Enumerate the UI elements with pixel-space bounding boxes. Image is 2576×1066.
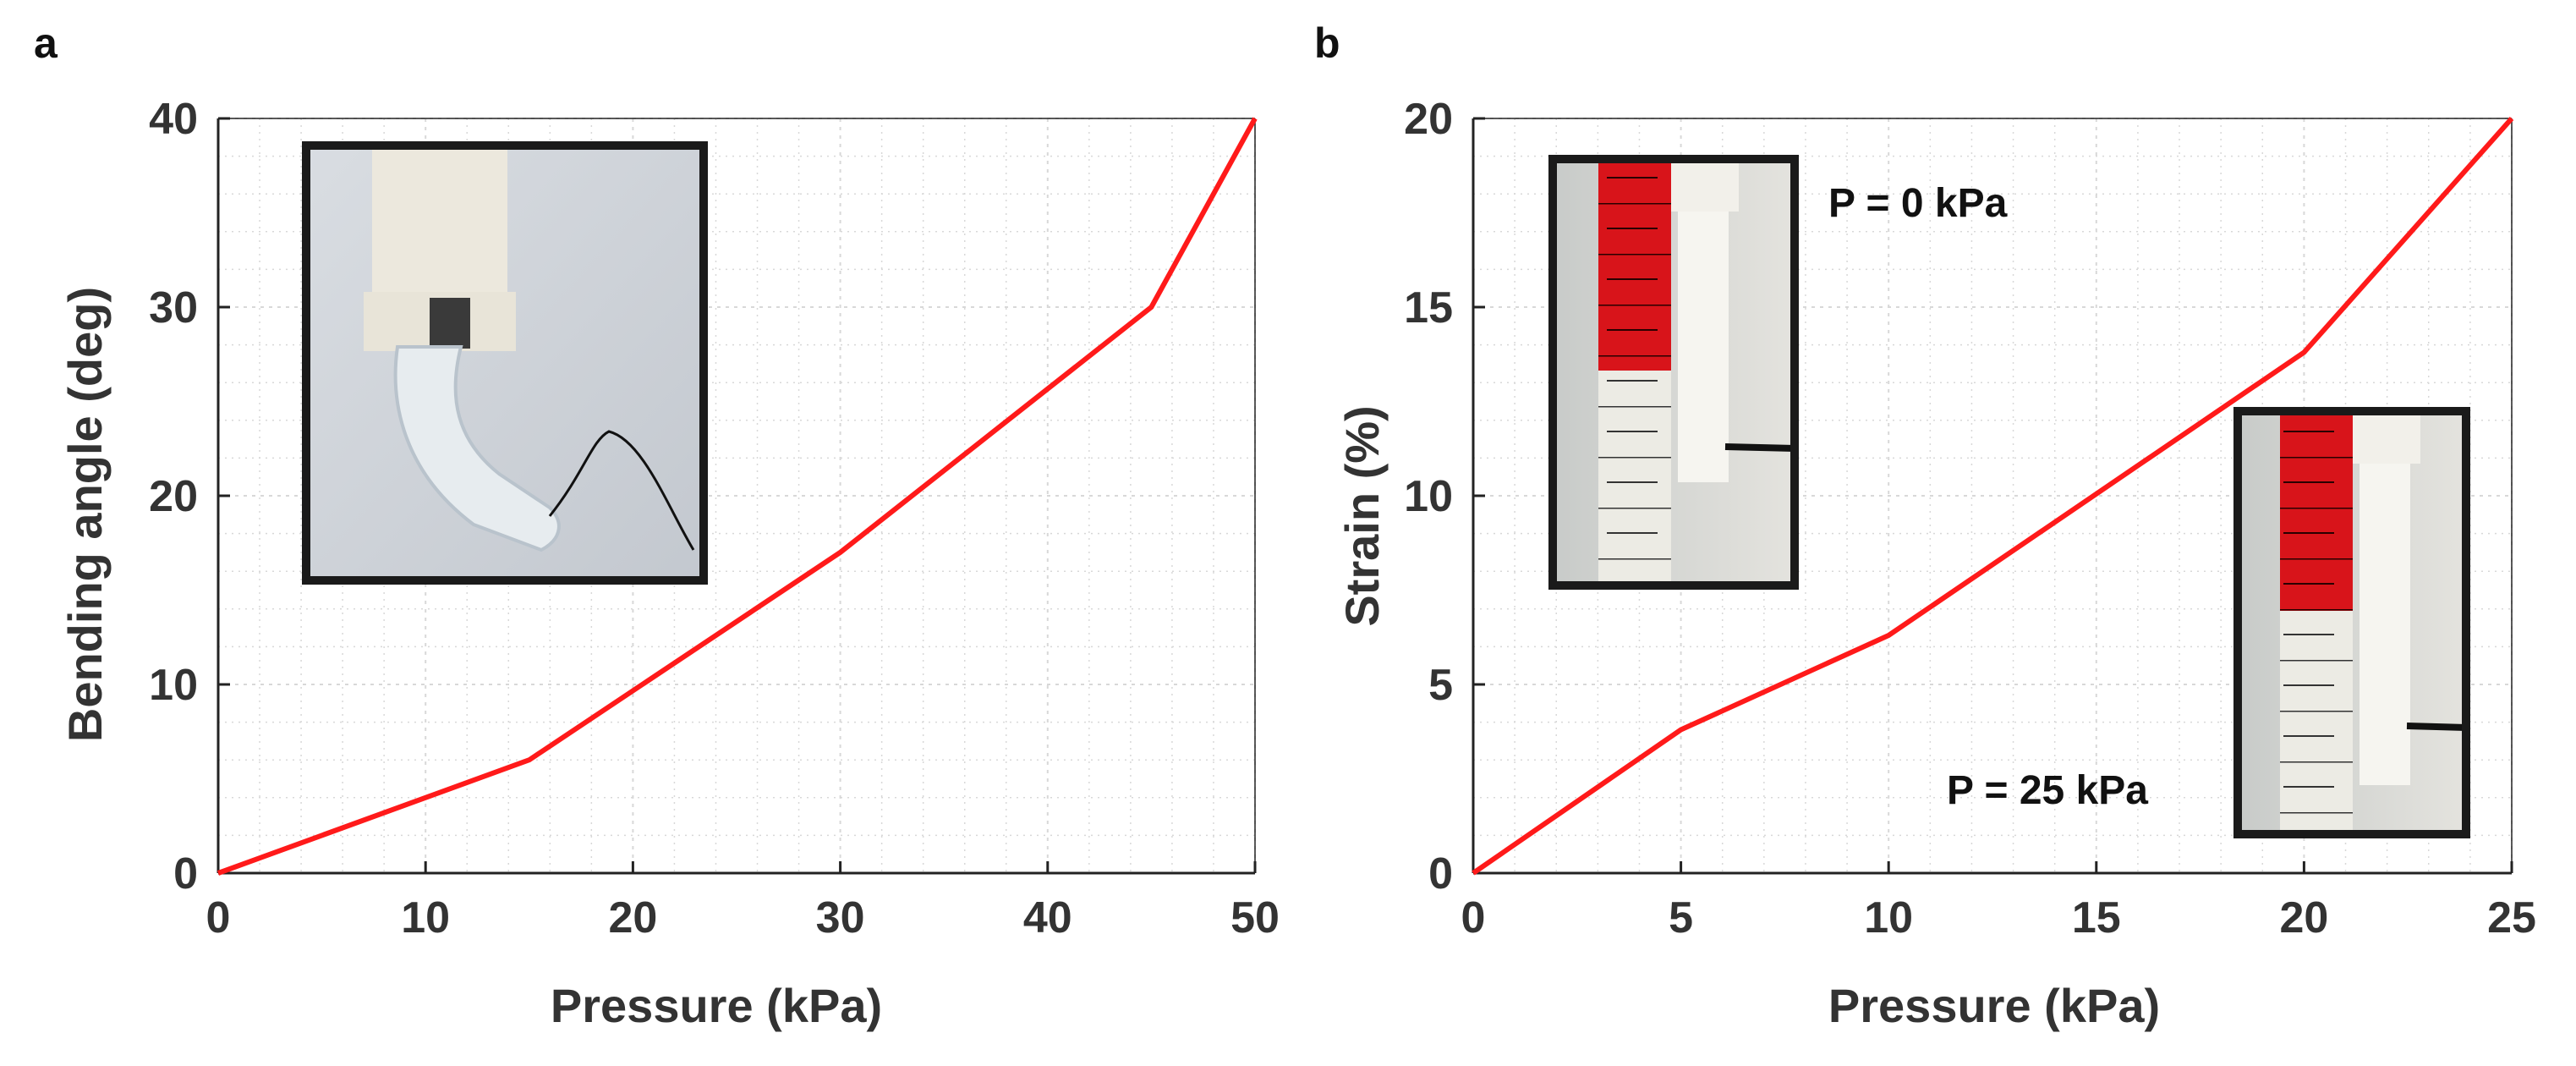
series-a — [216, 117, 1258, 876]
y-tick-label: 20 — [149, 472, 198, 521]
actuator-slot — [430, 298, 470, 349]
x-tick-label: 20 — [2279, 893, 2328, 942]
x-tick-label: 0 — [206, 893, 231, 942]
x-tick-label: 0 — [1461, 893, 1486, 942]
tape-red — [2280, 411, 2353, 611]
y-axis-title-b: Strain (%) — [1335, 405, 1389, 626]
actuator-cap — [1671, 159, 1739, 212]
x-tick-label: 40 — [1023, 893, 1072, 942]
panel-label-b: b — [1314, 19, 1340, 67]
axes-b: 0 5 10 15 20 25 0 5 10 15 20 — [1404, 95, 2536, 942]
x-tick-label: 5 — [1669, 893, 1693, 942]
panel-label-a: a — [34, 19, 58, 67]
x-axis-title-a: Pressure (kPa) — [551, 979, 882, 1032]
chart-panel-b: 0 5 10 15 20 25 0 5 10 15 20 Pressure (kPa) Strain… — [1335, 95, 2536, 1032]
y-tick-label: 10 — [149, 661, 198, 710]
inset-photo-b2 — [2233, 407, 2470, 838]
y-tick-label: 0 — [1428, 849, 1453, 898]
y-tick-label: 10 — [1404, 472, 1453, 521]
annotation-p25: P = 25 kPa — [1947, 768, 2148, 813]
x-tick-label: 30 — [816, 893, 865, 942]
x-axis-title-b: Pressure (kPa) — [1828, 979, 2160, 1032]
axes-a: 0 10 20 30 40 50 0 10 20 30 40 — [149, 95, 1280, 942]
x-tick-label: 25 — [2487, 893, 2536, 942]
actuator-body — [1678, 212, 1729, 482]
y-tick-label: 5 — [1428, 661, 1453, 710]
y-tick-label: 0 — [173, 849, 198, 898]
inset-frame — [2233, 407, 2470, 838]
y-tick-label: 30 — [149, 283, 198, 332]
actuator-mount — [372, 146, 507, 296]
chart-panel-a: 0 10 20 30 40 50 0 10 20 30 40 Pressure (kPa) Bend… — [58, 95, 1280, 1032]
inset-background — [1553, 159, 1795, 585]
y-tick-label: 40 — [149, 95, 198, 144]
y-axis-title-a: Bending angle (deg) — [58, 287, 112, 742]
actuator-body — [2360, 464, 2410, 785]
inset-photo-a — [302, 141, 708, 585]
x-tick-label: 15 — [2072, 893, 2121, 942]
x-tick-label: 20 — [608, 893, 657, 942]
inset-photo-b1 — [1548, 155, 1799, 590]
annotation-p0: P = 0 kPa — [1828, 181, 2008, 226]
series-b — [1472, 117, 2514, 876]
tape-red — [1598, 159, 1671, 371]
y-tick-label: 15 — [1404, 283, 1453, 332]
y-tick-label: 20 — [1404, 95, 1453, 144]
inset-frame — [302, 141, 708, 585]
x-tick-label: 50 — [1230, 893, 1280, 942]
tape-white — [1598, 371, 1671, 585]
actuator-wires — [548, 430, 695, 551]
x-tick-label: 10 — [401, 893, 450, 942]
actuator-cap — [2353, 411, 2420, 464]
sensor-wire — [2406, 723, 2467, 731]
actuator-body — [393, 345, 561, 552]
x-tick-label: 10 — [1864, 893, 1913, 942]
inset-frame — [1548, 155, 1799, 590]
tape-white — [2280, 611, 2353, 834]
sensor-wire — [1724, 443, 1795, 452]
